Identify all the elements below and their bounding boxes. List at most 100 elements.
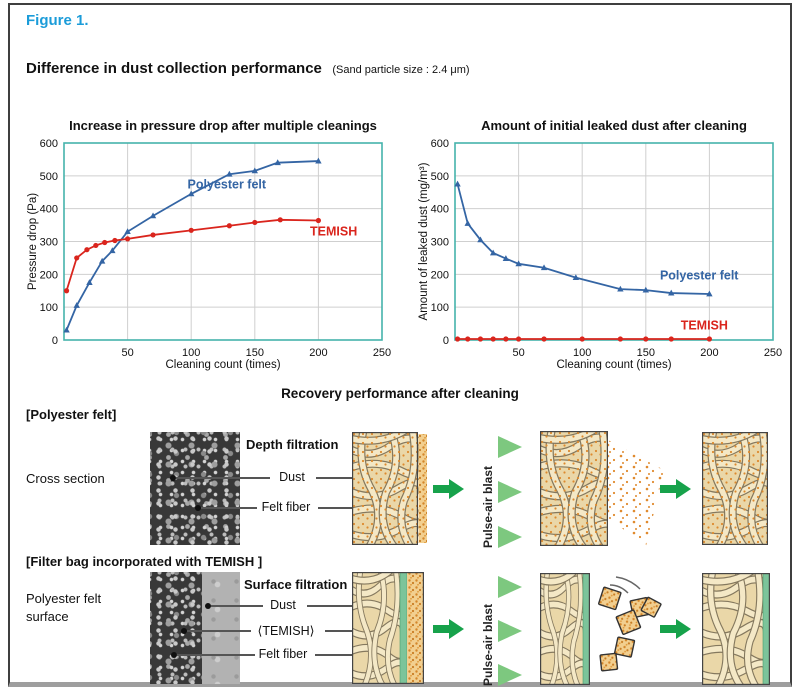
y-tick-label: 100 xyxy=(40,302,58,314)
figure-label: Figure 1. xyxy=(26,12,89,29)
series-marker xyxy=(516,336,522,342)
series-marker xyxy=(112,237,118,244)
series-marker xyxy=(63,288,70,294)
y-tick-label: 500 xyxy=(431,171,449,183)
arrow-right-icon xyxy=(433,479,464,499)
row1-fiber-label: Felt fiber xyxy=(261,500,311,514)
series-marker xyxy=(277,217,283,223)
series-label: TEMISH xyxy=(310,225,357,239)
dust-cake-layer xyxy=(418,434,427,543)
surface-micrograph xyxy=(150,572,240,684)
y-tick-label: 600 xyxy=(431,138,449,150)
main-title-row: Difference in dust collection performanc… xyxy=(26,60,470,78)
series-marker xyxy=(540,264,548,271)
series-marker xyxy=(503,336,509,342)
row2-dust-label: Dust xyxy=(270,598,296,612)
temish-illustration-clean xyxy=(702,573,770,685)
series-marker xyxy=(226,223,232,229)
series-label: Polyester felt xyxy=(188,177,267,191)
y-tick-label: 200 xyxy=(40,269,58,281)
series-line-Polyester felt xyxy=(456,183,710,295)
x-tick-label: 50 xyxy=(512,347,524,359)
callout-dot xyxy=(205,603,211,609)
series-marker xyxy=(102,239,108,246)
x-tick-label: 150 xyxy=(246,347,264,359)
pulse-triangle-icon xyxy=(498,436,522,458)
series-marker xyxy=(617,285,624,292)
row1-filtration-label: Depth filtration xyxy=(246,437,339,452)
cross-section-micrograph xyxy=(150,432,240,545)
row1-heading: [Polyester felt] xyxy=(26,407,117,422)
series-marker xyxy=(73,302,80,308)
series-marker xyxy=(109,247,116,254)
arrow-right-icon xyxy=(660,479,691,499)
series-marker xyxy=(668,289,675,296)
pulse-triangles xyxy=(498,436,522,548)
y-axis-label: Amount of leaked dust (mg/m³) xyxy=(418,162,430,320)
y-tick-label: 0 xyxy=(52,335,58,347)
row2-side-label: Polyester felt surface xyxy=(26,591,102,624)
chart-title: Amount of initial leaked dust after clea… xyxy=(481,118,747,133)
row1-side-label: Cross section xyxy=(26,471,105,486)
chart-title: Increase in pressure drop after multiple… xyxy=(69,118,377,133)
series-marker xyxy=(149,212,157,219)
main-subtitle: (Sand particle size : 2.4 μm) xyxy=(332,64,470,76)
dust-cake-layer xyxy=(407,572,424,684)
series-marker xyxy=(454,336,461,342)
pulse-triangle-icon xyxy=(498,576,522,598)
callout-line xyxy=(211,605,263,607)
series-marker xyxy=(63,326,70,333)
x-tick-label: 200 xyxy=(309,347,327,359)
x-axis-label: Cleaning count (times) xyxy=(165,359,280,371)
row2-fiber-label: Felt fiber xyxy=(258,647,308,661)
y-tick-label: 100 xyxy=(431,302,449,314)
x-tick-label: 100 xyxy=(573,347,591,359)
series-marker xyxy=(579,336,585,342)
series-marker xyxy=(572,274,580,281)
callout-line xyxy=(315,654,365,656)
felt-illustration-after xyxy=(702,432,768,545)
series-marker xyxy=(490,336,496,342)
y-tick-label: 200 xyxy=(431,269,449,281)
series-label: Polyester felt xyxy=(660,268,739,282)
series-line-Polyester felt xyxy=(65,160,319,331)
pulse-air-blast-label: Pulse-air blast xyxy=(481,465,495,548)
temish-membrane xyxy=(399,572,408,684)
dust-cake-chunks xyxy=(597,576,662,672)
series-label: TEMISH xyxy=(681,318,728,332)
series-marker xyxy=(150,232,156,238)
main-title: Difference in dust collection performanc… xyxy=(26,60,322,77)
y-tick-label: 300 xyxy=(431,237,449,249)
felt-illustration-blast xyxy=(540,431,608,546)
series-marker xyxy=(86,279,93,285)
pulse-air-blast-2: Pulse-air blast xyxy=(481,576,522,686)
y-tick-label: 0 xyxy=(443,335,449,347)
pulse-triangle-icon xyxy=(498,526,522,548)
series-marker xyxy=(226,170,233,177)
series-marker xyxy=(617,336,623,342)
x-tick-label: 250 xyxy=(373,347,391,359)
series-marker xyxy=(465,336,471,342)
series-marker xyxy=(98,257,106,264)
series-marker xyxy=(477,236,484,243)
series-marker xyxy=(251,167,258,174)
row2-heading: [Filter bag incorporated with TEMISH ] xyxy=(26,554,263,569)
callout-line xyxy=(316,477,386,479)
series-marker xyxy=(315,157,322,164)
y-tick-label: 400 xyxy=(40,204,58,216)
series-marker xyxy=(274,159,281,166)
y-tick-label: 300 xyxy=(40,237,58,249)
pulse-triangles xyxy=(498,576,522,686)
temish-membrane xyxy=(582,573,590,685)
y-tick-label: 400 xyxy=(431,204,449,216)
callout-line xyxy=(187,630,251,632)
series-marker xyxy=(515,260,522,267)
pulse-air-blast-1: Pulse-air blast xyxy=(481,436,522,548)
series-marker xyxy=(502,255,510,261)
plot-border xyxy=(454,142,774,341)
plot-border xyxy=(63,142,383,341)
series-marker xyxy=(315,217,321,224)
callout-line xyxy=(201,507,257,509)
callout-dot xyxy=(195,505,201,511)
